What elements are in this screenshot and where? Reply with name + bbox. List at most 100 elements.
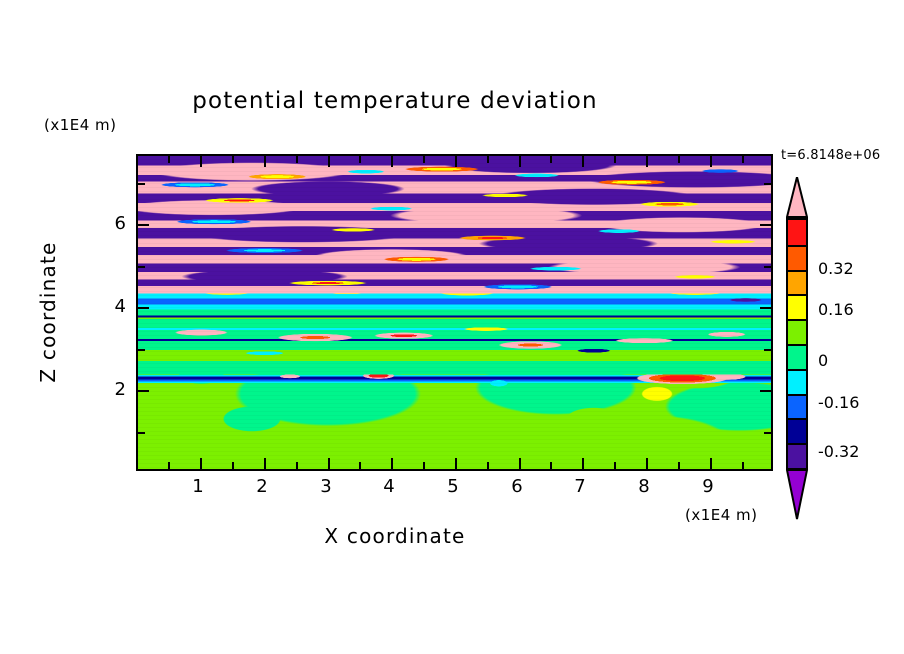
y-tick-label: 6 [114, 213, 126, 234]
x-tick-minor-top [678, 156, 680, 163]
x-tick-minor-top [742, 156, 744, 163]
x-tick-major-top [264, 156, 266, 167]
x-tick-minor [678, 462, 680, 469]
x-tick-major [646, 458, 648, 469]
colorbar-band-cyan [788, 368, 806, 394]
y-tick-minor-right [764, 349, 771, 351]
y-tick-major [138, 307, 149, 309]
colorbar-divider [788, 393, 806, 396]
x-tick-minor-top [423, 156, 425, 163]
y-tick-minor [138, 183, 145, 185]
y-tick-major [138, 390, 149, 392]
y-tick-minor [138, 349, 145, 351]
x-tick-label: 1 [192, 476, 204, 497]
x-tick-major-top [200, 156, 202, 167]
x-tick-major [582, 458, 584, 469]
y-axis-title: Z coordinate [36, 241, 60, 383]
x-tick-minor-top [614, 156, 616, 163]
y-tick-major-right [760, 390, 771, 392]
colorbar-divider [788, 368, 806, 371]
x-tick-minor [550, 462, 552, 469]
x-tick-major-top [646, 156, 648, 167]
colorbar-divider [788, 319, 806, 322]
y-tick-label: 4 [114, 296, 126, 317]
x-tick-minor-top [168, 156, 170, 163]
x-tick-major [455, 458, 457, 469]
x-tick-major [200, 458, 202, 469]
x-tick-major-top [328, 156, 330, 167]
colorbar-band-navy [788, 418, 806, 444]
x-tick-label: 6 [511, 476, 523, 497]
colorbar-tick-label: -0.32 [818, 442, 860, 461]
colorbar-divider [788, 269, 806, 272]
colorbar-over-cap [786, 177, 808, 218]
colorbar-under-cap [786, 470, 808, 520]
y-tick-minor-right [764, 183, 771, 185]
x-tick-minor-top [232, 156, 234, 163]
x-tick-major-top [519, 156, 521, 167]
colorbar-tick-label: 0 [818, 351, 829, 370]
x-tick-minor-top [550, 156, 552, 163]
colorbar-band-chartreuse [788, 319, 806, 344]
colorbar-band-violet [788, 443, 806, 468]
x-tick-minor [487, 462, 489, 469]
x-tick-major-top [455, 156, 457, 167]
colorbar-divider [788, 344, 806, 346]
x-tick-minor [232, 462, 234, 469]
colorbar-band-blue [788, 393, 806, 419]
colorbar-divider [788, 443, 806, 446]
x-tick-label: 5 [447, 476, 459, 497]
y-tick-minor [138, 266, 145, 268]
field-band-transitions [138, 156, 771, 469]
x-tick-label: 2 [256, 476, 268, 497]
colorbar-divider [788, 418, 806, 421]
y-tick-minor [138, 432, 145, 434]
y-tick-minor-right [764, 266, 771, 268]
page-title: potential temperature deviation [192, 88, 598, 114]
y-tick-minor-right [764, 432, 771, 434]
colorbar-tick-label: 0.16 [818, 300, 854, 319]
x-tick-major [328, 458, 330, 469]
x-tick-major [264, 458, 266, 469]
x-tick-major [519, 458, 521, 469]
colorbar-band-orange [788, 269, 806, 295]
x-tick-major-top [391, 156, 393, 167]
colorbar-divider [788, 294, 806, 297]
x-tick-minor [614, 462, 616, 469]
x-tick-label: 8 [638, 476, 650, 497]
x-tick-major [391, 458, 393, 469]
x-tick-major [710, 458, 712, 469]
y-tick-major-right [760, 224, 771, 226]
x-tick-minor [359, 462, 361, 469]
x-tick-label: 9 [702, 476, 714, 497]
x-tick-major-top [710, 156, 712, 167]
y-tick-major [138, 224, 149, 226]
x-tick-label: 3 [320, 476, 332, 497]
colorbar-tick-label: 0.32 [818, 259, 854, 278]
x-tick-minor [168, 462, 170, 469]
y-tick-major-right [760, 307, 771, 309]
x-tick-label: 4 [383, 476, 395, 497]
y-tick-label: 2 [114, 379, 126, 400]
x-tick-label: 7 [574, 476, 586, 497]
x-tick-minor-top [487, 156, 489, 163]
colorbar-band-red [788, 220, 806, 245]
colorbar-band-yellow [788, 294, 806, 320]
x-tick-minor [423, 462, 425, 469]
x-tick-minor [742, 462, 744, 469]
timestamp-annotation: t=6.8148e+06 [781, 148, 881, 163]
x-axis-unit-label: (x1E4 m) [685, 506, 758, 524]
colorbar-band-orange-red [788, 244, 806, 270]
x-tick-minor-top [359, 156, 361, 163]
colorbar-band-spring-green [788, 344, 806, 369]
x-tick-major-top [582, 156, 584, 167]
colorbar[interactable] [786, 218, 808, 470]
colorbar-divider [788, 244, 806, 247]
contour-plot-area [136, 154, 773, 471]
x-tick-minor-top [296, 156, 298, 163]
colorbar-tick-label: -0.16 [818, 393, 860, 412]
x-axis-title: X coordinate [324, 524, 466, 548]
x-tick-minor [296, 462, 298, 469]
field-streak-texture [138, 156, 771, 469]
